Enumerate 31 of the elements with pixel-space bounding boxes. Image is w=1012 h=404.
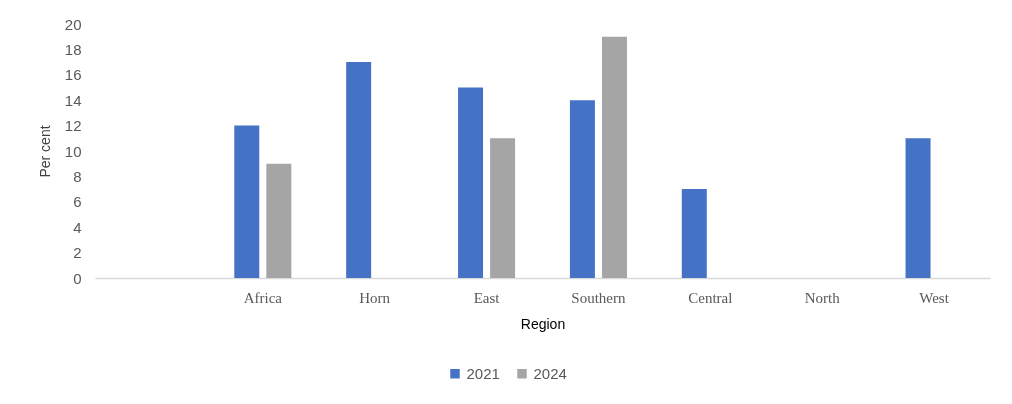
x-tick-label: East — [473, 289, 501, 306]
x-tick-label: Central — [688, 289, 733, 306]
y-tick-label: 4 — [73, 218, 82, 236]
bar — [458, 87, 484, 278]
x-axis-title: Region — [520, 315, 566, 332]
y-axis-title: Per cent — [36, 125, 53, 178]
x-tick-label: Africa — [243, 289, 283, 306]
legend-label: 2021 — [466, 364, 500, 382]
x-tick-label: North — [804, 289, 841, 306]
bar — [681, 189, 707, 278]
bar — [601, 36, 627, 278]
bar — [346, 62, 372, 278]
x-tick-label: Horn — [359, 289, 391, 306]
legend-label: 2024 — [533, 364, 567, 382]
bar — [569, 100, 595, 278]
x-tick-label: Southern — [571, 289, 627, 306]
y-tick-label: 16 — [64, 66, 82, 84]
y-tick-label: 0 — [73, 269, 82, 287]
y-tick-label: 14 — [64, 91, 82, 109]
y-tick-label: 8 — [73, 167, 82, 185]
y-tick-label: 6 — [73, 193, 82, 211]
bar — [490, 138, 516, 278]
bar — [234, 125, 260, 278]
y-tick-label: 20 — [64, 15, 82, 33]
x-tick-label: West — [919, 289, 950, 306]
bar — [266, 163, 292, 278]
y-tick-label: 10 — [64, 142, 82, 160]
y-tick-label: 2 — [73, 244, 82, 262]
y-tick-label: 12 — [64, 117, 82, 135]
y-tick-label: 18 — [64, 40, 82, 58]
bar — [905, 138, 931, 278]
